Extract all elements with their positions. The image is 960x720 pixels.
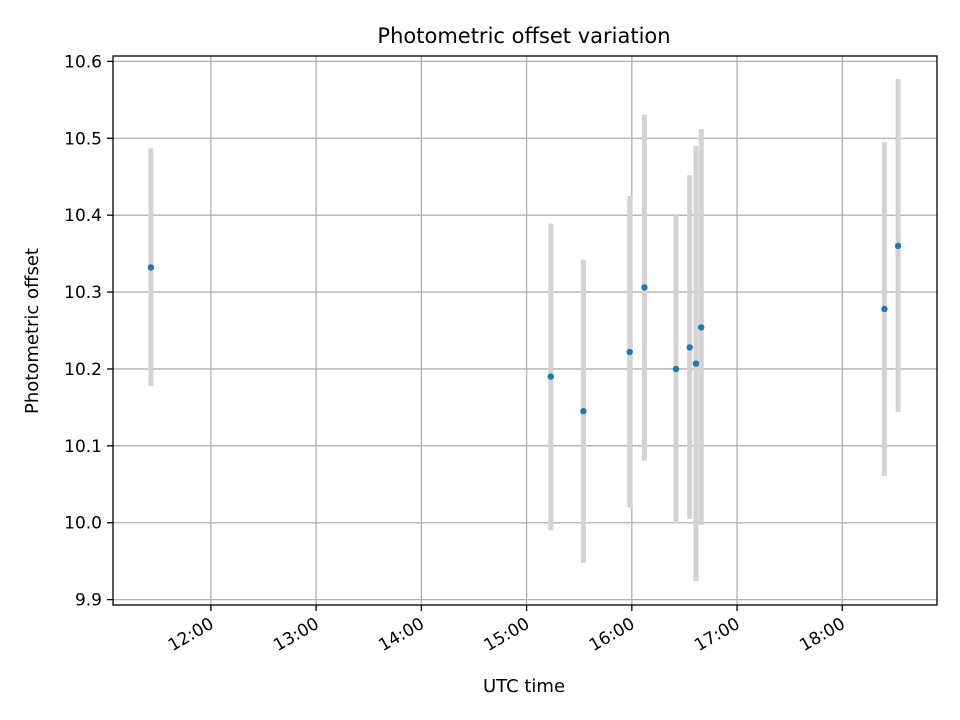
y-tick-label: 10.2 (64, 360, 102, 380)
data-point (672, 365, 680, 373)
data-point (547, 373, 554, 380)
y-tick-label: 10.5 (64, 129, 102, 149)
y-tick-label: 10.1 (64, 437, 102, 457)
plot-frame (112, 55, 938, 606)
y-axis-ticks: 9.9 10.0 10.1 10.2 10.3 10.4 10.5 10.6 (64, 52, 113, 611)
data-point (626, 348, 633, 356)
y-tick-label: 10.3 (64, 283, 102, 303)
data-points (147, 242, 902, 415)
x-axis-label: UTC time (483, 676, 565, 697)
y-tick-label: 10.0 (64, 514, 102, 534)
data-point (580, 408, 587, 415)
data-point (881, 305, 888, 313)
data-point (894, 242, 902, 250)
data-point (686, 344, 693, 351)
y-tick-label: 9.9 (75, 591, 102, 611)
y-tick-label: 10.4 (64, 206, 102, 226)
data-point (692, 360, 700, 367)
y-tick-label: 10.6 (64, 52, 102, 72)
data-point (641, 284, 648, 291)
chart-title: Photometric offset variation (377, 24, 670, 48)
data-point (698, 324, 705, 331)
y-axis-label: Photometric offset (22, 248, 43, 414)
data-point (147, 264, 155, 271)
